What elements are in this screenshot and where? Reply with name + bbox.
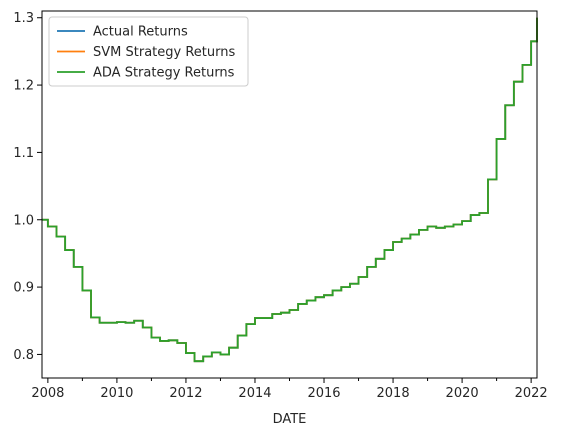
x-tick-label: 2016 — [307, 386, 340, 401]
y-axis: 0.8 0.9 1.0 1.1 1.2 1.3 — [13, 11, 42, 363]
x-tick-label: 2020 — [446, 386, 479, 401]
legend-box — [48, 16, 249, 87]
plot-area — [41, 10, 538, 379]
x-axis-label: DATE — [273, 412, 307, 427]
x-tick-label: 2008 — [31, 386, 64, 401]
x-tick-label: 2012 — [169, 386, 202, 401]
y-tick-label: 1.1 — [13, 146, 34, 161]
legend: Actual Returns SVM Strategy Returns ADA St… — [48, 16, 249, 87]
y-tick-label: 1.0 — [13, 213, 34, 228]
legend-label: ADA Strategy Returns — [93, 66, 235, 81]
y-tick-label: 0.9 — [13, 281, 34, 296]
legend-label: Actual Returns — [93, 25, 188, 40]
x-axis: 2008 2010 2012 2014 2016 2018 2020 2022 — [31, 378, 548, 401]
x-tick-label: 2014 — [238, 386, 271, 401]
x-tick-label: 2022 — [515, 386, 548, 401]
y-tick-label: 1.3 — [13, 11, 34, 26]
legend-label: SVM Strategy Returns — [93, 45, 235, 60]
x-tick-label: 2010 — [100, 386, 133, 401]
y-tick-label: 0.8 — [13, 348, 34, 363]
x-tick-label: 2018 — [377, 386, 410, 401]
y-tick-label: 1.2 — [13, 79, 34, 94]
series-line-ada-strategy-returns — [42, 17, 538, 363]
